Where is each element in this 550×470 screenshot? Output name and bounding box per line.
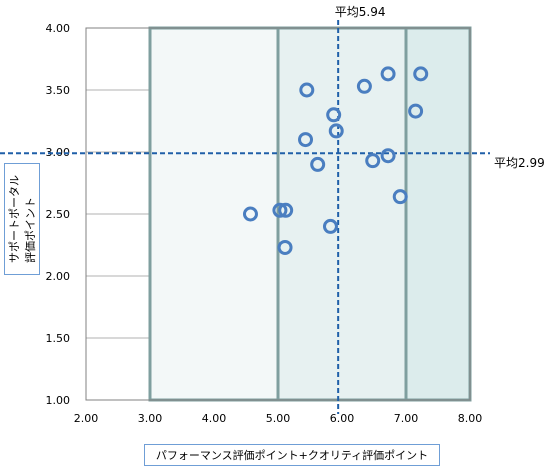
data-point [278,202,294,218]
data-point [326,107,342,123]
data-point [322,218,338,234]
data-point [365,153,381,169]
data-point [242,206,258,222]
y-mean-label: 平均2.99 [494,156,545,170]
y-axis-label-line-2: 評価ポイント [24,197,37,263]
y-tick-label: 2.50 [46,208,71,221]
y-axis-label: サポートポータル 評価ポイント [6,175,38,263]
x-tick-label: 8.00 [458,412,483,425]
y-tick-label: 4.00 [46,22,71,35]
x-axis-label: パフォーマンス評価ポイント+クオリティ評価ポイント [155,449,429,462]
y-tick-label: 2.00 [46,270,71,283]
shaded-band [278,28,406,400]
data-point [272,202,288,218]
x-tick-label: 7.00 [394,412,419,425]
y-tick-label: 1.00 [46,394,71,407]
data-point [328,123,344,139]
x-tick-label: 5.00 [266,412,291,425]
x-tick-label: 4.00 [202,412,227,425]
y-tick-labels: 1.001.502.002.503.003.504.00 [46,22,71,407]
x-tick-label: 2.00 [74,412,99,425]
y-tick-label: 3.50 [46,84,71,97]
data-points [242,66,429,255]
shaded-band [150,28,278,400]
data-point [277,239,293,255]
data-point [392,189,408,205]
x-axis-label-box: パフォーマンス評価ポイント+クオリティ評価ポイント [144,444,440,466]
data-point [356,78,372,94]
data-point [298,132,314,148]
y-axis-label-box: サポートポータル 評価ポイント [4,163,40,275]
mean-lines [0,20,490,414]
data-point [310,156,326,172]
y-tick-label: 1.50 [46,332,71,345]
data-point [299,82,315,98]
x-tick-labels: 2.00 3.00 4.00 5.00 6.00 7.00 8.00 [74,412,483,425]
shaded-band [406,28,470,400]
y-axis-label-line-1: サポートポータル [8,175,21,263]
x-tick-label: 6.00 [330,412,355,425]
x-mean-label: 平均5.94 [335,5,386,19]
data-point [380,148,396,164]
data-point [380,66,396,82]
data-point [413,66,429,82]
x-tick-label: 3.00 [138,412,163,425]
plot-frame [85,27,471,401]
data-point [408,103,424,119]
